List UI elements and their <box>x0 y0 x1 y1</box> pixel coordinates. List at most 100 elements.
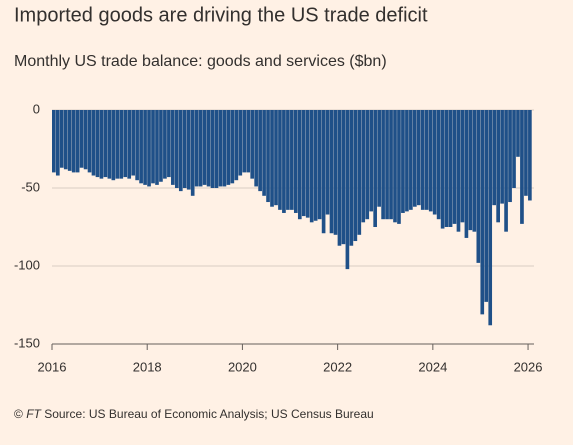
bar <box>111 110 116 181</box>
bar <box>171 110 175 185</box>
y-tick-label: 0 <box>33 101 40 116</box>
bar <box>226 110 231 185</box>
bar <box>401 110 405 213</box>
bar <box>123 110 128 178</box>
bar <box>492 110 496 206</box>
publisher: FT <box>26 407 42 421</box>
chart-title: Imported goods are driving the US trade … <box>14 4 428 26</box>
bar <box>337 110 342 246</box>
bar <box>305 110 310 218</box>
x-tick-label: 2022 <box>323 359 352 374</box>
bar <box>63 110 68 170</box>
bar <box>167 110 171 178</box>
bar <box>452 110 457 224</box>
bar <box>238 110 243 176</box>
bar <box>496 110 500 223</box>
x-tick-label: 2016 <box>38 359 67 374</box>
bar <box>194 110 199 187</box>
bar <box>476 110 481 263</box>
bar <box>365 110 370 220</box>
bar <box>416 110 421 206</box>
bar <box>512 110 516 188</box>
bar <box>159 110 163 182</box>
bar <box>83 110 88 170</box>
bar <box>468 110 473 231</box>
bar <box>75 110 80 173</box>
bar <box>381 110 385 220</box>
bar <box>373 110 377 227</box>
bar <box>139 110 143 184</box>
bar <box>440 110 445 229</box>
bar <box>155 110 159 185</box>
bar <box>389 110 393 220</box>
bar <box>186 110 191 190</box>
bar <box>448 110 453 227</box>
bar <box>282 110 286 213</box>
bar <box>258 110 262 192</box>
bar <box>317 110 322 220</box>
bar <box>214 110 219 188</box>
bar <box>293 110 298 213</box>
bar <box>397 110 401 224</box>
bar <box>290 110 294 210</box>
bar <box>55 110 60 176</box>
bar <box>91 110 96 176</box>
bar <box>508 110 512 203</box>
bar <box>262 110 266 196</box>
bar <box>234 110 239 181</box>
bar <box>71 110 76 173</box>
bar <box>147 110 151 187</box>
bar <box>151 110 155 184</box>
bar <box>464 110 469 238</box>
copyright: © <box>14 407 23 421</box>
bar <box>115 110 120 179</box>
bar <box>286 110 290 210</box>
bar <box>127 110 132 179</box>
bar <box>436 110 441 220</box>
bar <box>412 110 417 207</box>
bar <box>333 110 338 235</box>
bar <box>349 110 354 246</box>
y-tick-label: -150 <box>14 335 40 350</box>
bar <box>393 110 397 223</box>
bar <box>242 110 247 173</box>
bar <box>424 110 429 210</box>
bar <box>353 110 358 242</box>
bar <box>420 110 425 210</box>
bar <box>99 110 104 179</box>
bar <box>504 110 508 232</box>
bar <box>119 110 124 179</box>
bar <box>206 110 211 187</box>
bar <box>131 110 136 176</box>
bar <box>432 110 437 215</box>
bar <box>230 110 235 184</box>
bar <box>297 110 302 220</box>
bar <box>301 110 306 217</box>
bar <box>369 110 374 212</box>
x-tick-label: 2020 <box>228 359 257 374</box>
bar <box>95 110 100 178</box>
bar <box>528 110 532 201</box>
bar <box>444 110 449 227</box>
bar <box>321 110 326 234</box>
bar <box>182 110 187 188</box>
bar <box>190 110 195 196</box>
bar <box>341 110 346 245</box>
bar <box>52 110 56 173</box>
bar <box>218 110 223 187</box>
bar <box>361 110 366 223</box>
bar <box>460 110 465 223</box>
x-tick-label: 2026 <box>514 359 543 374</box>
bar <box>210 110 215 188</box>
bar <box>405 110 409 212</box>
bar <box>278 110 282 210</box>
bar <box>274 110 278 206</box>
bar <box>174 110 179 188</box>
bar <box>488 110 493 326</box>
bar <box>357 110 362 235</box>
x-tick-label: 2024 <box>418 359 447 374</box>
bar <box>250 110 255 179</box>
bar <box>163 110 167 179</box>
chart-subtitle: Monthly US trade balance: goods and serv… <box>14 53 387 70</box>
